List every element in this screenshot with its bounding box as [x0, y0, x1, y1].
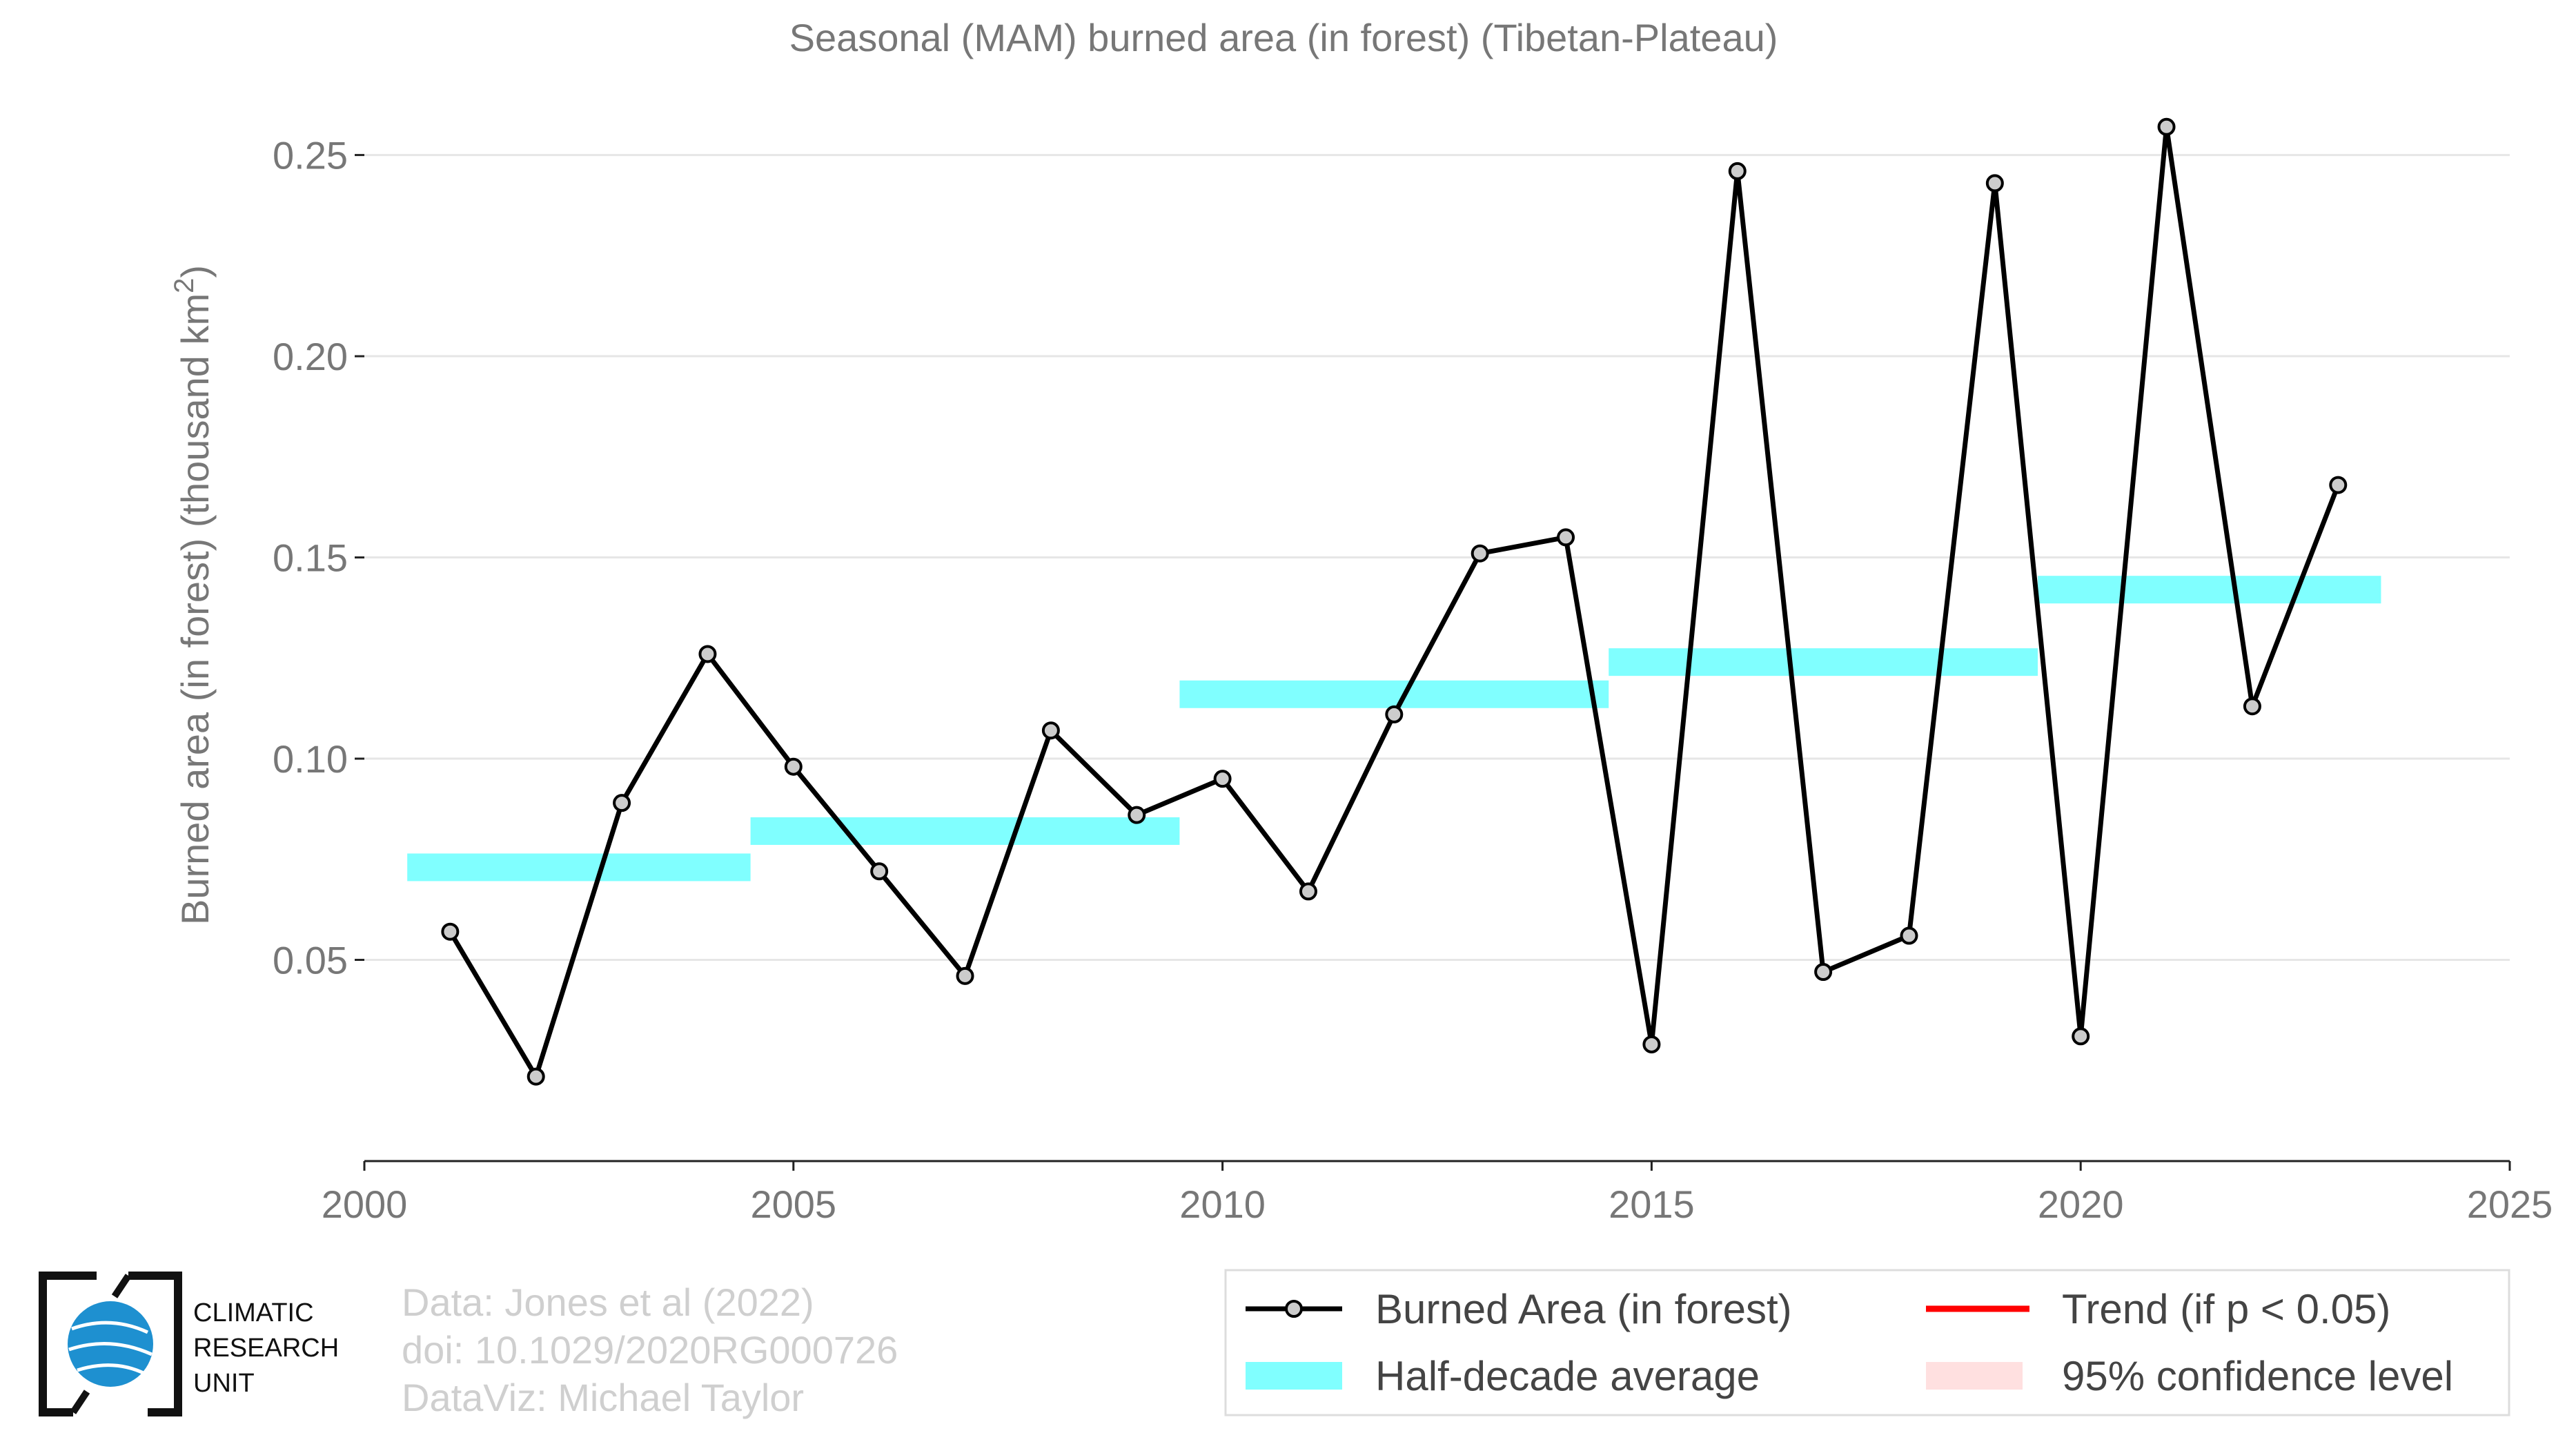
data-point: [2329, 476, 2348, 494]
x-tick-label: 2015: [1609, 1182, 1695, 1226]
legend-label-confidence: 95% confidence level: [2062, 1353, 2453, 1399]
legend-swatch-half-decade: [1246, 1362, 1342, 1390]
y-axis-label-close: ): [173, 265, 217, 278]
data-point: [784, 757, 803, 776]
y-tick-label: 0.25: [273, 134, 348, 177]
x-tick-label: 2000: [322, 1182, 408, 1226]
data-point: [956, 966, 974, 985]
half-decade-band: [2038, 576, 2381, 604]
logo-slash-bottom: [70, 1390, 90, 1414]
x-axis-ticks: 2000 2005 2010 2015 2020 2025: [322, 1161, 2553, 1226]
y-tick-label: 0.20: [273, 335, 348, 378]
logo-line-1: CLIMATIC: [193, 1298, 314, 1327]
legend-label-half-decade: Half-decade average: [1375, 1353, 1760, 1399]
y-axis-label: Burned area (in forest) (thousand km2): [169, 265, 217, 925]
data-point: [1299, 882, 1317, 901]
y-tick-label: 0.05: [273, 939, 348, 982]
data-point: [1471, 544, 1489, 563]
cru-logo: CLIMATIC RESEARCH UNIT: [39, 1272, 339, 1416]
chart-title: Seasonal (MAM) burned area (in forest) (…: [789, 16, 1778, 59]
logo-bracket-right: [128, 1272, 182, 1416]
half-decade-band: [407, 853, 751, 882]
y-axis-label-superscript: 2: [169, 278, 199, 293]
data-point: [2072, 1027, 2090, 1046]
legend-box: [1224, 1269, 2510, 1416]
globe-swirl-1: [71, 1321, 149, 1334]
y-tick-label: 0.15: [273, 536, 348, 580]
grid-lines: [364, 154, 2510, 962]
data-point: [1985, 174, 2004, 193]
logo-slash-top: [111, 1274, 132, 1298]
logo-bracket-left: [39, 1272, 97, 1416]
half-decade-band: [1609, 648, 2038, 676]
legend-label-burned-area: Burned Area (in forest): [1375, 1286, 1792, 1332]
data-point: [1642, 1035, 1661, 1053]
legend-label-trend: Trend (if p < 0.05): [2062, 1286, 2390, 1332]
data-point: [870, 862, 889, 881]
credit-data-source: Data: Jones et al (2022): [402, 1280, 814, 1324]
data-point: [1557, 528, 1575, 547]
y-axis-ticks: 0.05 0.10 0.15 0.20 0.25: [273, 134, 364, 982]
data-point: [1128, 806, 1146, 824]
data-point: [1385, 705, 1404, 723]
x-tick-label: 2020: [2038, 1182, 2124, 1226]
data-point: [698, 645, 717, 663]
legend-swatch-confidence: [1926, 1362, 2023, 1390]
data-point: [1814, 963, 1833, 982]
data-point: [613, 794, 631, 812]
data-point: [2157, 117, 2176, 136]
data-point: [2243, 697, 2261, 716]
logo-line-3: UNIT: [193, 1369, 255, 1398]
data-point: [1041, 721, 1060, 740]
data-point: [441, 922, 460, 941]
globe-swirl-3: [77, 1363, 146, 1376]
x-tick-label: 2010: [1179, 1182, 1266, 1226]
legend-swatch-marker: [1285, 1300, 1303, 1318]
data-point: [1900, 926, 1918, 945]
half-decade-bands: [407, 576, 2381, 882]
x-tick-label: 2005: [751, 1182, 837, 1226]
logo-line-2: RESEARCH: [193, 1334, 339, 1363]
series-points: [441, 117, 2348, 1086]
half-decade-band: [750, 817, 1180, 845]
y-tick-label: 0.10: [273, 737, 348, 781]
credit-dataviz: DataViz: Michael Taylor: [402, 1376, 804, 1419]
globe-swirl-2: [68, 1341, 153, 1356]
x-tick-label: 2025: [2467, 1182, 2553, 1226]
credit-doi: doi: 10.1029/2020RG000726: [402, 1328, 898, 1372]
data-point: [1728, 162, 1747, 180]
half-decade-band: [1179, 680, 1609, 708]
data-point: [527, 1067, 545, 1086]
legend: Burned Area (in forest) Trend (if p < 0.…: [1224, 1269, 2510, 1416]
y-axis-label-main: Burned area (in forest) (thousand km: [173, 293, 217, 925]
data-point: [1213, 770, 1232, 788]
